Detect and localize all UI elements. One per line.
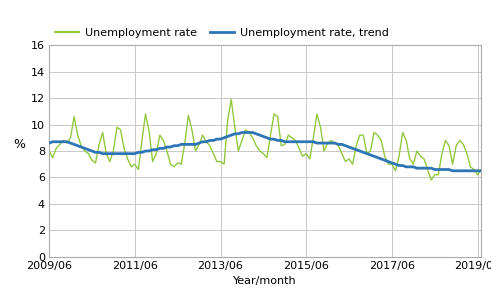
Unemployment rate, trend bbox=[285, 140, 291, 143]
Unemployment rate, trend bbox=[46, 141, 52, 145]
Unemployment rate, trend bbox=[186, 143, 191, 146]
Unemployment rate bbox=[478, 168, 484, 171]
Unemployment rate bbox=[285, 133, 291, 137]
Unemployment rate bbox=[428, 178, 434, 182]
Line: Unemployment rate, trend: Unemployment rate, trend bbox=[49, 133, 481, 171]
Unemployment rate, trend bbox=[453, 169, 459, 173]
Legend: Unemployment rate, Unemployment rate, trend: Unemployment rate, Unemployment rate, tr… bbox=[55, 27, 389, 38]
Unemployment rate, trend bbox=[146, 149, 152, 153]
Unemployment rate bbox=[325, 141, 330, 145]
Unemployment rate, trend bbox=[325, 141, 330, 145]
X-axis label: Year/month: Year/month bbox=[233, 276, 297, 286]
Line: Unemployment rate: Unemployment rate bbox=[49, 99, 481, 180]
Unemployment rate bbox=[453, 144, 459, 148]
Unemployment rate bbox=[228, 98, 234, 101]
Unemployment rate, trend bbox=[471, 169, 477, 173]
Unemployment rate bbox=[46, 149, 52, 153]
Y-axis label: %: % bbox=[14, 138, 26, 151]
Unemployment rate, trend bbox=[239, 131, 245, 134]
Unemployment rate bbox=[471, 168, 477, 171]
Unemployment rate bbox=[186, 114, 191, 117]
Unemployment rate, trend bbox=[450, 169, 456, 173]
Unemployment rate bbox=[146, 129, 152, 133]
Unemployment rate, trend bbox=[478, 169, 484, 173]
